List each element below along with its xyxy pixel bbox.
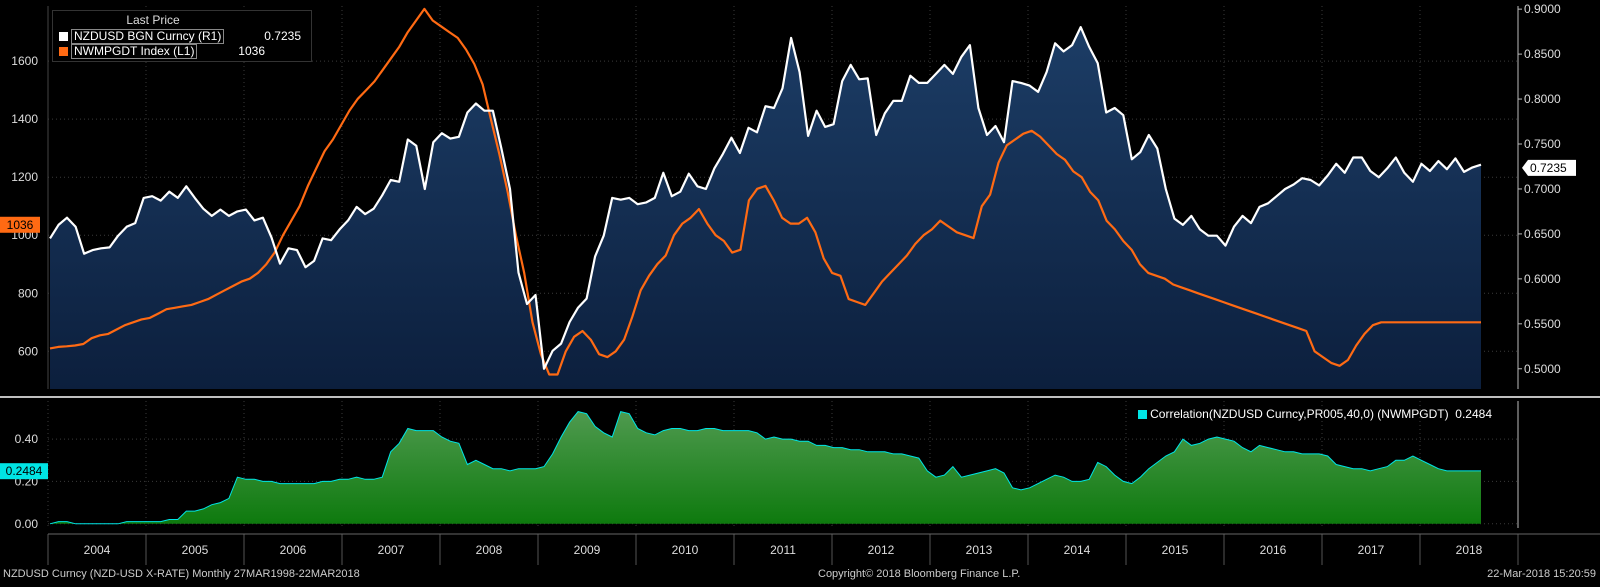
nwmpgdt-last-value: 1036 [7,218,34,232]
left-axis-tick-label: 1200 [11,170,38,184]
left-axis-tick-label: 1600 [11,54,38,68]
right-axis-tick-label: 0.6500 [1524,227,1561,241]
right-axis-tick-label: 0.7000 [1524,182,1561,196]
right-axis-tick-label: 0.8500 [1524,47,1561,61]
left-axis-tick-label: 600 [18,344,38,358]
correlation-area-fill [50,411,1481,524]
right-axis-tick-label: 0.8000 [1524,92,1561,106]
right-axis-tick-label: 0.6000 [1524,272,1561,286]
legend-header: Last Price [126,13,180,27]
axis-labels: 60080010001200140016000.50000.55000.6000… [0,2,1576,557]
left-axis-tick-label: 1400 [11,112,38,126]
right-axis-tick-label: 0.5500 [1524,317,1561,331]
nwmpgdt-line [49,7,1481,376]
correlation-last-tag [0,463,48,480]
x-axis-year-label: 2013 [966,543,993,557]
x-axis-year-label: 2008 [476,543,503,557]
legend-name-nzdusd: NZDUSD BGN Curncy (R1) [71,29,225,44]
correlation-line [49,411,1481,525]
right-axis-tick-label: 0.5000 [1524,362,1561,376]
footer-copyright: Copyright© 2018 Bloomberg Finance L.P. [818,568,1021,580]
x-axis-year-label: 2016 [1260,543,1287,557]
lower-axis-tick-label: 0.40 [15,432,39,446]
correlation-area [49,411,1481,525]
footer-security: NZDUSD Curncy (NZD-USD X-RATE) Monthly 2… [3,568,360,580]
x-axis-year-label: 2011 [770,543,796,557]
left-axis-tick-label: 800 [18,286,38,300]
x-axis-year-label: 2012 [868,543,895,557]
right-axis-tick-label: 0.7500 [1524,137,1561,151]
footer-timestamp: 22-Mar-2018 15:20:59 [1487,568,1596,580]
legend-box: Last Price NZDUSD BGN Curncy (R1) 0.7235… [52,10,312,62]
x-axis-year-label: 2015 [1162,543,1189,557]
nzdusd-line [49,26,1482,370]
x-axis-year-label: 2018 [1456,543,1483,557]
x-axis-year-label: 2014 [1064,543,1091,557]
x-axis-year-label: 2010 [672,543,699,557]
x-axis-year-label: 2017 [1358,543,1385,557]
correlation-legend-value: 0.2484 [1455,407,1492,421]
correlation-legend: Correlation(NZDUSD Curncy,PR005,40,0) (N… [1138,407,1492,421]
legend-swatch-nwmpgdt [59,47,68,56]
upper-series-lines [49,7,1482,376]
legend-name-nwmpgdt: NWMPGDT Index (L1) [71,44,198,59]
nwmpgdt-last-tag [0,216,40,233]
nzdusd-last-value: 0.7235 [1530,161,1567,175]
nzdusd-last-tag [1522,159,1576,176]
correlation-last-value: 0.2484 [6,464,43,478]
correlation-legend-swatch [1138,410,1148,420]
x-axis-year-label: 2006 [280,543,307,557]
lower-axis-tick-label: 0.00 [15,517,39,531]
legend-value-nzdusd: 0.7235 [264,29,301,43]
legend-row-nwmpgdt: NWMPGDT Index (L1) 1036 [59,44,305,59]
x-axis-year-label: 2005 [182,543,209,557]
correlation-legend-label: Correlation(NZDUSD Curncy,PR005,40,0) (N… [1150,407,1449,421]
axes [47,6,1600,565]
legend-swatch-nzdusd [59,32,68,41]
legend-value-nwmpgdt: 1036 [238,44,265,58]
x-axis-year-label: 2009 [574,543,601,557]
right-axis-tick-label: 0.9000 [1524,2,1561,16]
x-axis-year-label: 2007 [378,543,405,557]
legend-row-nzdusd: NZDUSD BGN Curncy (R1) 0.7235 [59,29,305,44]
x-axis-year-label: 2004 [84,543,111,557]
